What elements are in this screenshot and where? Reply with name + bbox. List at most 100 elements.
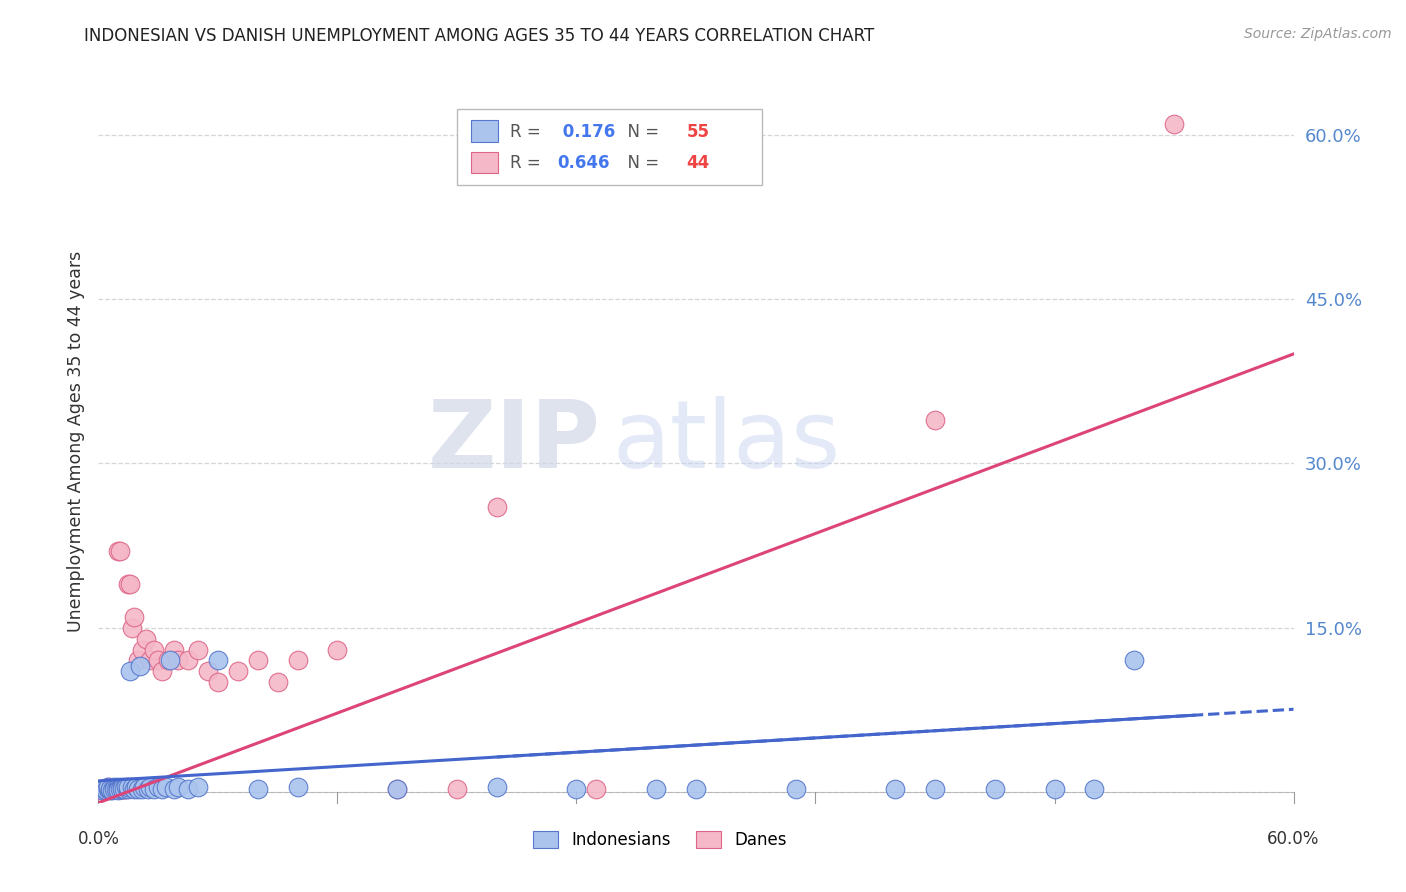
Point <box>134 780 156 795</box>
Point <box>226 665 249 679</box>
Point <box>131 781 153 796</box>
Point <box>103 781 125 796</box>
Text: ZIP: ZIP <box>427 395 600 488</box>
Point <box>107 781 129 796</box>
Text: 0.176: 0.176 <box>557 122 616 141</box>
Point <box>924 781 946 796</box>
Point <box>163 781 186 796</box>
Point <box>187 642 209 657</box>
Point <box>96 782 118 797</box>
Point <box>785 781 807 796</box>
Point <box>150 781 173 796</box>
Point <box>1123 653 1146 667</box>
Text: atlas: atlas <box>613 395 841 488</box>
Point <box>127 781 149 796</box>
Point <box>107 780 129 795</box>
Point <box>150 665 173 679</box>
Point <box>101 782 124 797</box>
Point <box>107 544 129 558</box>
Point <box>105 781 128 796</box>
Text: 44: 44 <box>686 154 710 172</box>
Text: 60.0%: 60.0% <box>1267 830 1320 848</box>
Point <box>129 659 152 673</box>
Text: R =: R = <box>509 154 546 172</box>
Text: 55: 55 <box>686 122 710 141</box>
Point <box>287 780 309 795</box>
Point <box>103 780 125 795</box>
Point <box>111 780 134 795</box>
Point <box>197 665 219 679</box>
Point <box>98 781 122 796</box>
Point <box>115 780 138 795</box>
Point <box>110 544 132 558</box>
Point <box>111 781 134 796</box>
Point <box>91 782 114 797</box>
Point <box>117 781 139 796</box>
Point <box>124 781 146 796</box>
Point <box>120 665 142 679</box>
Text: 0.0%: 0.0% <box>77 830 120 848</box>
Point <box>111 781 134 796</box>
Point <box>585 781 607 796</box>
Point <box>139 780 162 795</box>
Point <box>143 781 166 796</box>
FancyBboxPatch shape <box>471 152 498 173</box>
Point <box>121 780 143 795</box>
Point <box>135 632 157 646</box>
Point <box>120 577 142 591</box>
Point <box>167 780 190 795</box>
Point <box>97 780 120 795</box>
Point <box>159 653 181 667</box>
Text: 0.646: 0.646 <box>557 154 610 172</box>
Point <box>127 653 149 667</box>
Point <box>267 675 290 690</box>
Point <box>91 781 114 796</box>
Point <box>565 781 588 796</box>
Point <box>685 781 707 796</box>
Text: Source: ZipAtlas.com: Source: ZipAtlas.com <box>1244 27 1392 41</box>
Point <box>107 781 129 796</box>
Point <box>97 781 120 796</box>
Point <box>246 781 269 796</box>
Point <box>98 782 122 797</box>
Point <box>1083 781 1105 796</box>
Point <box>117 577 139 591</box>
Text: N =: N = <box>617 154 665 172</box>
Point <box>139 653 162 667</box>
Point <box>924 412 946 426</box>
Point <box>385 781 409 796</box>
Point <box>177 653 200 667</box>
Point <box>246 653 269 667</box>
Point <box>125 780 148 795</box>
Point <box>112 781 135 796</box>
Text: N =: N = <box>617 122 665 141</box>
Point <box>167 653 190 667</box>
FancyBboxPatch shape <box>471 120 498 142</box>
Point <box>148 780 170 795</box>
Point <box>143 642 166 657</box>
Point <box>155 780 177 795</box>
Point <box>1163 117 1185 131</box>
Point <box>645 781 668 796</box>
Point <box>93 781 115 796</box>
Point <box>97 780 120 795</box>
Point <box>385 781 409 796</box>
Text: INDONESIAN VS DANISH UNEMPLOYMENT AMONG AGES 35 TO 44 YEARS CORRELATION CHART: INDONESIAN VS DANISH UNEMPLOYMENT AMONG … <box>84 27 875 45</box>
Point <box>115 781 138 796</box>
Point <box>884 781 907 796</box>
Point <box>148 653 170 667</box>
Point <box>157 653 180 667</box>
Point <box>485 500 508 515</box>
Point <box>96 781 118 796</box>
Point <box>107 782 129 797</box>
Point <box>163 642 186 657</box>
Bar <box>457 109 762 185</box>
Point <box>187 780 209 795</box>
Point <box>105 781 128 796</box>
Y-axis label: Unemployment Among Ages 35 to 44 years: Unemployment Among Ages 35 to 44 years <box>66 251 84 632</box>
Point <box>112 781 135 796</box>
Point <box>485 780 508 795</box>
Point <box>136 781 159 796</box>
Point <box>207 653 229 667</box>
Point <box>326 642 349 657</box>
